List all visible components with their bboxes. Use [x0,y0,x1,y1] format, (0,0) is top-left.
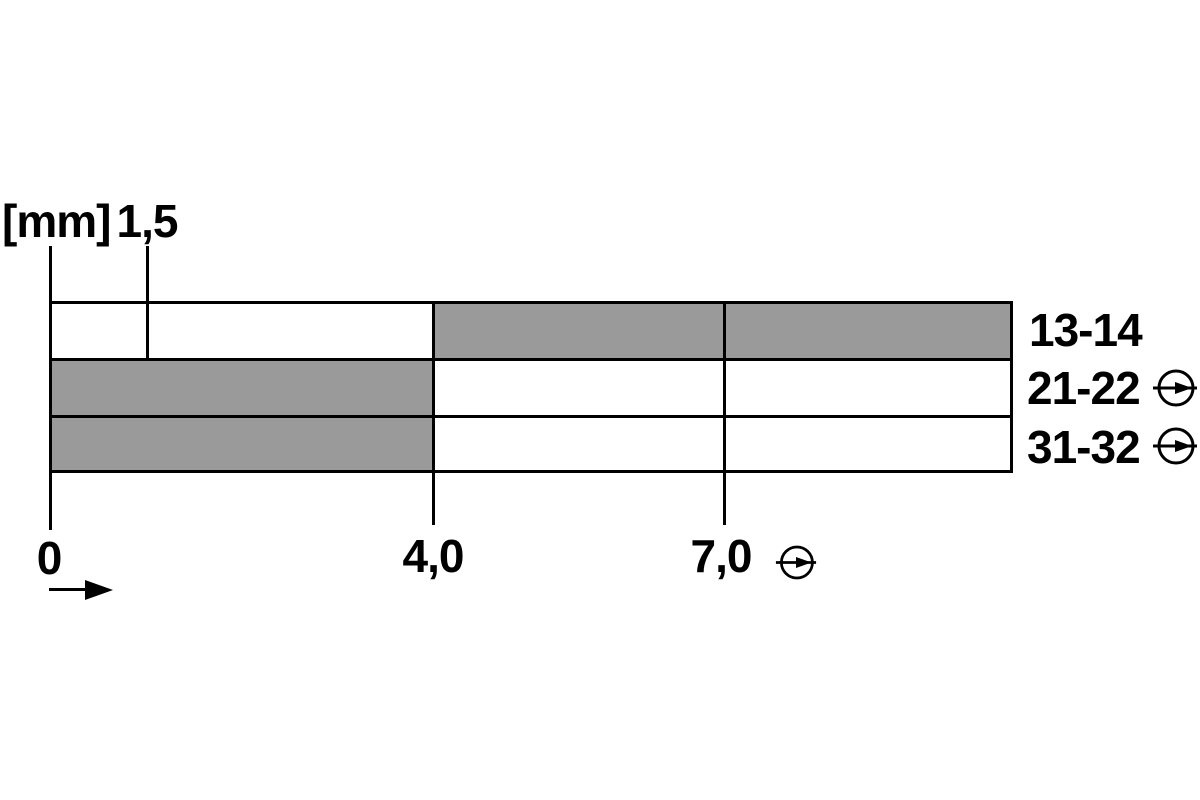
travel-direction-arrowhead-icon [85,580,113,600]
origin-axis-line [49,246,52,530]
bar-top-border [49,301,1013,304]
bar-divider-1 [49,358,1013,361]
tick-line-7-0 [723,301,726,525]
axis-tick-label-7-0: 7,0 [690,530,753,582]
tick-line-4-0 [432,301,435,525]
contact-label-21-22: 21-22 [1027,362,1141,414]
actuation-direction-icon [1153,369,1197,407]
travel-marker-label: 1,5 [116,195,179,247]
actuation-direction-icon [775,545,817,580]
bar-divider-2 [49,415,1013,418]
contact-label-31-32: 31-32 [1027,421,1141,473]
axis-tick-label-4-0: 4,0 [402,530,465,582]
contact-label-13-14: 13-14 [1029,304,1143,356]
travel-direction-arrow [49,588,89,591]
axis-origin-label: 0 [36,532,63,584]
travel-marker-line [146,246,149,361]
bar-right-border [1010,301,1013,473]
contact-31-32-closed-segment [49,416,435,473]
contact-21-22-closed-segment [49,359,435,418]
actuation-direction-icon [1153,427,1197,465]
bar-bottom-border [49,470,1013,473]
unit-label: [mm] [2,195,111,247]
